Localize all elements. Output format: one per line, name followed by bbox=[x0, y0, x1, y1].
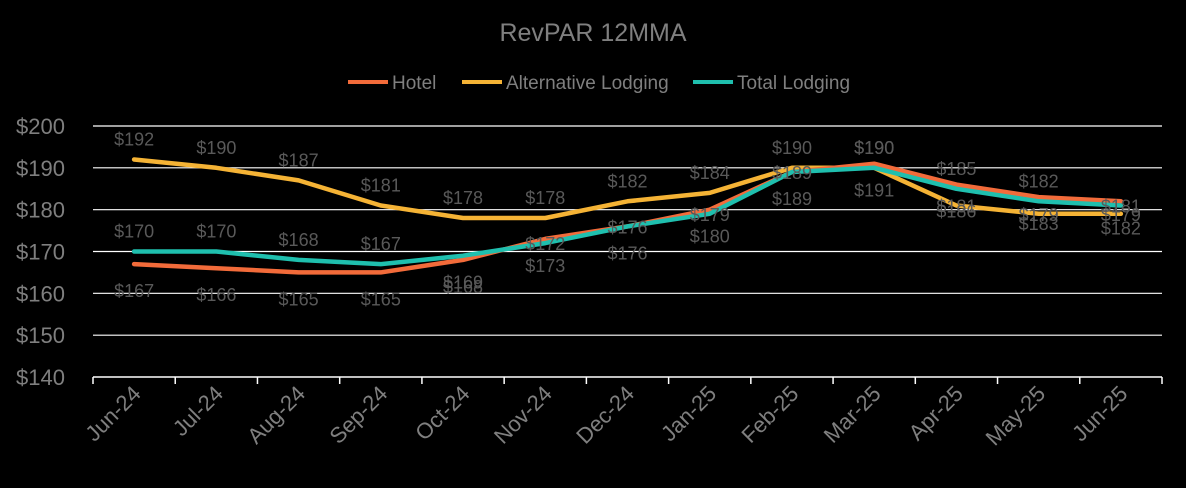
chart-title: RevPAR 12MMA bbox=[499, 19, 686, 47]
y-tick-label: $170 bbox=[16, 240, 65, 265]
data-label: $167 bbox=[361, 234, 401, 254]
data-label: $178 bbox=[525, 188, 565, 208]
data-label: $181 bbox=[1101, 196, 1141, 216]
data-label: $165 bbox=[279, 289, 319, 309]
data-label: $190 bbox=[854, 138, 894, 158]
data-label: $170 bbox=[114, 222, 154, 242]
data-label: $168 bbox=[279, 230, 319, 250]
data-label: $189 bbox=[772, 163, 812, 183]
data-label: $187 bbox=[279, 150, 319, 170]
data-label: $190 bbox=[772, 138, 812, 158]
data-label: $172 bbox=[525, 234, 565, 254]
data-label: $189 bbox=[772, 189, 812, 209]
y-tick-label: $150 bbox=[16, 323, 65, 348]
data-label: $181 bbox=[361, 175, 401, 195]
y-tick-label: $190 bbox=[16, 156, 65, 181]
legend-label-1: Hotel bbox=[392, 73, 436, 94]
data-label: $190 bbox=[854, 138, 894, 158]
data-label: $179 bbox=[1101, 205, 1141, 225]
data-label: $178 bbox=[443, 188, 483, 208]
y-tick-label: $160 bbox=[16, 281, 65, 306]
data-label: $191 bbox=[854, 181, 894, 201]
data-label: $166 bbox=[196, 285, 236, 305]
data-label: $185 bbox=[936, 159, 976, 179]
data-label: $176 bbox=[607, 217, 647, 237]
data-label: $182 bbox=[607, 171, 647, 191]
data-label: $184 bbox=[690, 163, 730, 183]
data-label: $167 bbox=[114, 281, 154, 301]
data-label: $186 bbox=[936, 202, 976, 222]
legend-label-2: Alternative Lodging bbox=[506, 73, 669, 94]
legend-label-3: Total Lodging bbox=[737, 73, 850, 94]
data-label: $170 bbox=[196, 222, 236, 242]
data-label: $192 bbox=[114, 129, 154, 149]
y-tick-label: $140 bbox=[16, 365, 65, 390]
data-label: $168 bbox=[443, 277, 483, 297]
data-label: $169 bbox=[443, 273, 483, 293]
data-label: $176 bbox=[607, 243, 647, 263]
data-label: $182 bbox=[1019, 171, 1059, 191]
data-label: $179 bbox=[1019, 205, 1059, 225]
data-label: $179 bbox=[690, 205, 730, 225]
data-labels: $167 $166 $165 $165 $168 $173 $176 $180 $189 $191… bbox=[114, 129, 1141, 309]
data-label: $183 bbox=[1019, 214, 1059, 234]
data-label: $182 bbox=[1101, 218, 1141, 238]
data-label: $190 bbox=[196, 138, 236, 158]
data-label: $181 bbox=[936, 196, 976, 216]
series-lines bbox=[131, 157, 1124, 275]
data-label: $173 bbox=[525, 256, 565, 276]
y-tick-label: $180 bbox=[16, 198, 65, 223]
y-tick-label: $200 bbox=[16, 114, 65, 139]
legend: Hotel Alternative Lodging Total Lodging bbox=[348, 73, 850, 94]
data-label: $165 bbox=[361, 289, 401, 309]
data-label: $180 bbox=[690, 227, 730, 247]
y-axis: $140 $150 $160 $170 $180 $190 $200 bbox=[16, 114, 65, 390]
